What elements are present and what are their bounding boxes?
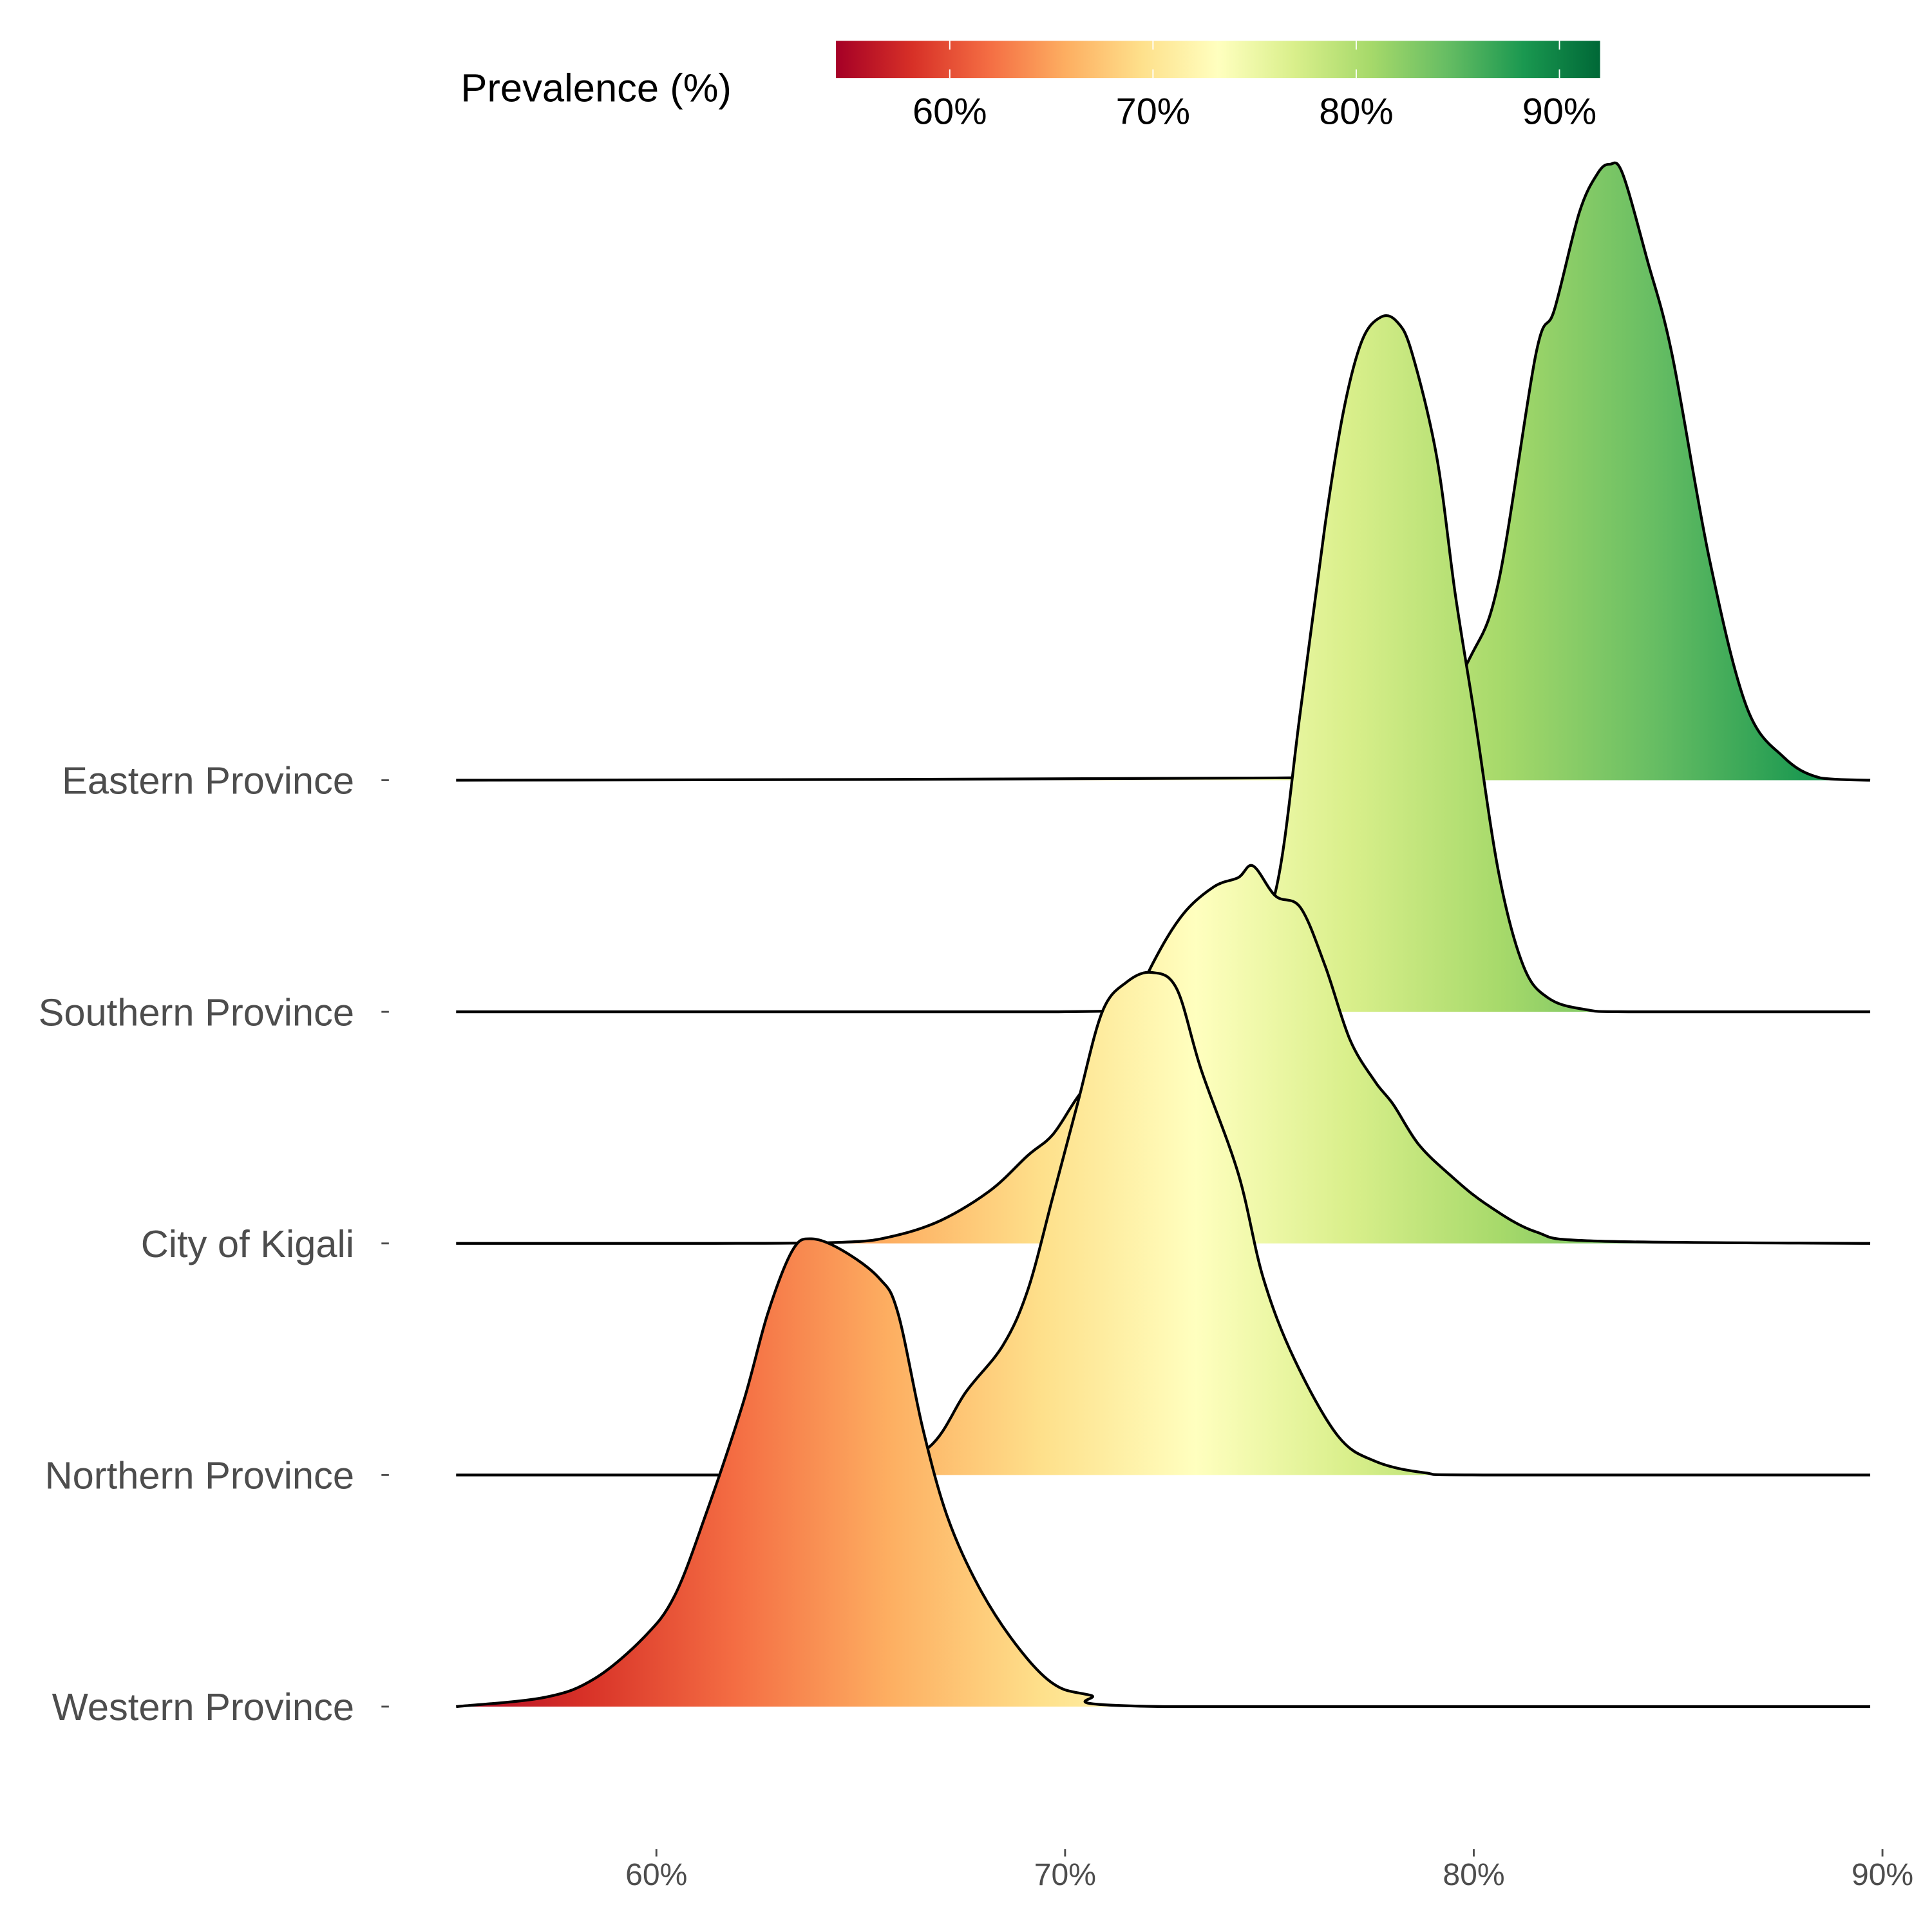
colorbar-tick-label: 90% — [1522, 91, 1596, 132]
x-tick-label: 90% — [1852, 1857, 1913, 1892]
colorbar-tick-label: 80% — [1319, 91, 1393, 132]
colorbar — [836, 41, 1600, 79]
colorbar-tick-label: 60% — [913, 91, 987, 132]
ridge-outline — [456, 971, 1871, 1477]
ridge-fill — [456, 162, 1871, 781]
x-tick-label: 80% — [1443, 1857, 1504, 1892]
ridge-eastern-province — [456, 161, 1871, 782]
colorbar-tick-label: 70% — [1116, 91, 1190, 132]
y-tick-label: Northern Province — [45, 1454, 354, 1497]
legend-title: Prevalence (%) — [460, 66, 732, 111]
ridge-fill — [456, 972, 1871, 1475]
y-tick-label: Western Province — [52, 1685, 354, 1728]
y-tick-label: Eastern Province — [62, 759, 354, 802]
ridge-fill — [456, 1238, 1871, 1707]
x-tick-label: 60% — [625, 1857, 687, 1892]
ridge-northern-province — [456, 971, 1871, 1477]
ridge-outline — [456, 1237, 1871, 1709]
colorbar-legend: Prevalence (%) 60% 70% 80% 90% — [460, 41, 1600, 132]
x-tick-label: 70% — [1034, 1857, 1096, 1892]
y-tick-label: Southern Province — [39, 990, 354, 1034]
ridge-outline — [456, 864, 1871, 1245]
y-tick-label: City of Kigali — [141, 1222, 354, 1265]
ridge-western-province — [456, 1237, 1871, 1709]
